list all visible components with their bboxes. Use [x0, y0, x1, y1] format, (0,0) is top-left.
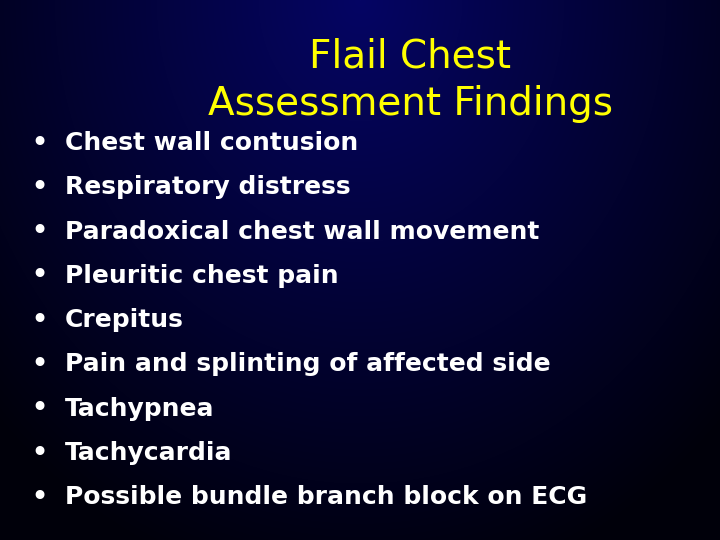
Text: •: • [30, 129, 49, 158]
Text: Crepitus: Crepitus [65, 308, 184, 332]
Text: •: • [30, 394, 49, 423]
Text: Pain and splinting of affected side: Pain and splinting of affected side [65, 353, 550, 376]
Text: Paradoxical chest wall movement: Paradoxical chest wall movement [65, 220, 539, 244]
Text: Chest wall contusion: Chest wall contusion [65, 131, 358, 155]
Text: •: • [30, 438, 49, 468]
Text: •: • [30, 306, 49, 335]
Text: •: • [30, 350, 49, 379]
Text: •: • [30, 483, 49, 512]
Text: •: • [30, 261, 49, 291]
Text: Tachycardia: Tachycardia [65, 441, 233, 465]
Text: Tachypnea: Tachypnea [65, 397, 215, 421]
Text: •: • [30, 217, 49, 246]
Text: Possible bundle branch block on ECG: Possible bundle branch block on ECG [65, 485, 587, 509]
Text: Respiratory distress: Respiratory distress [65, 176, 351, 199]
Text: Flail Chest
Assessment Findings: Flail Chest Assessment Findings [208, 38, 613, 123]
Text: •: • [30, 173, 49, 202]
Text: Pleuritic chest pain: Pleuritic chest pain [65, 264, 338, 288]
